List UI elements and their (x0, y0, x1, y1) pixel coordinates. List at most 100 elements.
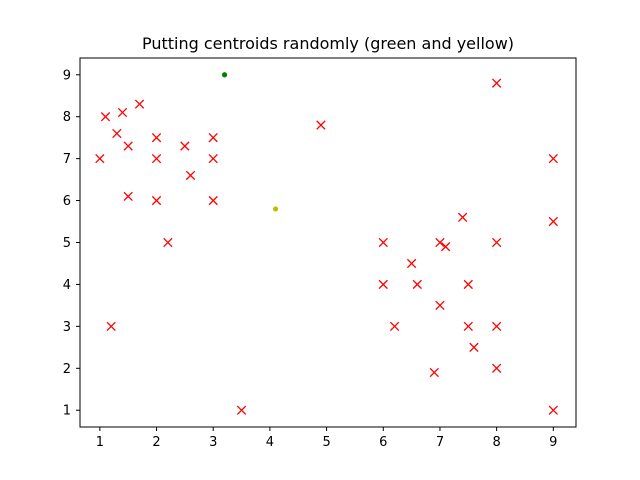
centroid-point (221, 72, 228, 78)
x-marker-stroke (435, 300, 445, 311)
x-marker-stroke (406, 258, 417, 269)
y-tick-label: 1 (63, 404, 71, 419)
x-marker-stroke (123, 191, 133, 202)
data-point-x-marker (548, 216, 558, 227)
x-marker-stroke (134, 99, 145, 109)
x-marker-stroke (457, 212, 468, 223)
data-point-x-marker (106, 321, 116, 332)
plot-marks (95, 72, 558, 415)
data-point-x-marker (236, 405, 247, 415)
x-marker-stroke (208, 153, 218, 164)
data-point-x-marker (112, 128, 122, 139)
data-point-x-marker (457, 212, 468, 223)
chart-title: Putting centroids randomly (green and ye… (142, 34, 514, 53)
x-marker-stroke (185, 170, 196, 181)
y-tick-label: 8 (63, 110, 71, 125)
data-point-x-marker (180, 141, 190, 151)
data-point-x-marker (208, 195, 218, 206)
x-marker-stroke (463, 279, 473, 290)
x-marker-stroke (440, 242, 451, 252)
x-tick-label: 1 (96, 435, 104, 450)
data-point-x-marker (123, 141, 133, 151)
x-marker-stroke (463, 321, 473, 332)
x-marker-stroke (429, 367, 439, 378)
axes-frame (79, 57, 577, 428)
x-marker-stroke (151, 153, 162, 164)
x-marker-stroke (548, 153, 558, 164)
x-tick-label: 5 (322, 435, 330, 450)
data-point-x-marker (208, 153, 218, 164)
data-point-x-marker (435, 300, 445, 311)
data-point-x-marker (412, 279, 422, 290)
x-marker-stroke (208, 133, 218, 143)
data-point-x-marker (491, 237, 502, 248)
data-point-x-marker (95, 153, 105, 164)
data-point-x-marker (134, 99, 145, 109)
x-marker-stroke (491, 321, 502, 332)
x-tick-label: 2 (152, 435, 160, 450)
y-tick-label: 4 (63, 278, 71, 293)
data-point-x-marker (316, 120, 326, 130)
x-marker-stroke (151, 195, 162, 206)
y-tick-label: 5 (63, 236, 71, 251)
x-tick-label: 6 (379, 435, 387, 450)
x-tick-label: 9 (549, 435, 557, 450)
data-point-x-marker (123, 191, 133, 202)
x-marker-stroke (412, 279, 422, 290)
data-point-x-marker (151, 133, 162, 143)
data-point-x-marker (429, 367, 439, 378)
data-point-x-marker (151, 195, 162, 206)
x-marker-stroke (236, 405, 247, 415)
data-point-x-marker (440, 242, 451, 252)
data-point-x-marker (378, 237, 388, 248)
x-tick-label: 8 (492, 435, 500, 450)
plot-axes: 1 2 3 4 5 6 7 8 9 1 2 3 4 5 6 7 8 9 (63, 57, 577, 450)
x-marker-stroke (117, 107, 128, 118)
x-marker-stroke (100, 112, 111, 122)
x-marker-stroke (548, 216, 558, 227)
data-point-x-marker (117, 107, 128, 118)
data-point-x-marker (548, 153, 558, 164)
y-tick-label: 3 (63, 320, 71, 335)
x-marker-stroke (208, 195, 218, 206)
data-point-x-marker (100, 112, 111, 122)
data-point-x-marker (378, 279, 388, 290)
x-tick-label: 4 (266, 435, 274, 450)
x-marker-stroke (491, 363, 502, 373)
data-point-x-marker (163, 237, 173, 248)
x-marker-stroke (123, 141, 133, 151)
data-point-x-marker (463, 321, 473, 332)
data-point-x-marker (389, 321, 400, 332)
y-tick-label: 7 (63, 152, 71, 167)
x-marker-stroke (95, 153, 105, 164)
data-point-x-marker (463, 279, 473, 290)
x-marker-stroke (548, 405, 558, 415)
x-marker-stroke (389, 321, 400, 332)
y-tick-label: 9 (63, 68, 71, 83)
x-marker-stroke (491, 78, 502, 88)
data-point-x-marker (491, 321, 502, 332)
data-point-x-marker (151, 153, 162, 164)
data-point-x-marker (491, 78, 502, 88)
data-point-x-marker (491, 363, 502, 373)
x-marker-stroke (112, 128, 122, 139)
data-point-x-marker (208, 133, 218, 143)
x-marker-stroke (469, 342, 479, 352)
x-marker-stroke (491, 237, 502, 248)
x-tick-label: 3 (209, 435, 217, 450)
x-marker-stroke (180, 141, 190, 151)
x-tick-label: 7 (436, 435, 444, 450)
x-marker-stroke (378, 279, 388, 290)
data-point-x-marker (469, 342, 479, 352)
x-marker-stroke (435, 237, 445, 248)
y-tick-label: 6 (63, 194, 71, 209)
x-marker-stroke (151, 133, 162, 143)
x-marker-stroke (316, 120, 326, 130)
x-marker-stroke (106, 321, 116, 332)
centroid-point (272, 206, 279, 212)
x-marker-stroke (378, 237, 388, 248)
data-point-x-marker (185, 170, 196, 181)
x-marker-stroke (163, 237, 173, 248)
